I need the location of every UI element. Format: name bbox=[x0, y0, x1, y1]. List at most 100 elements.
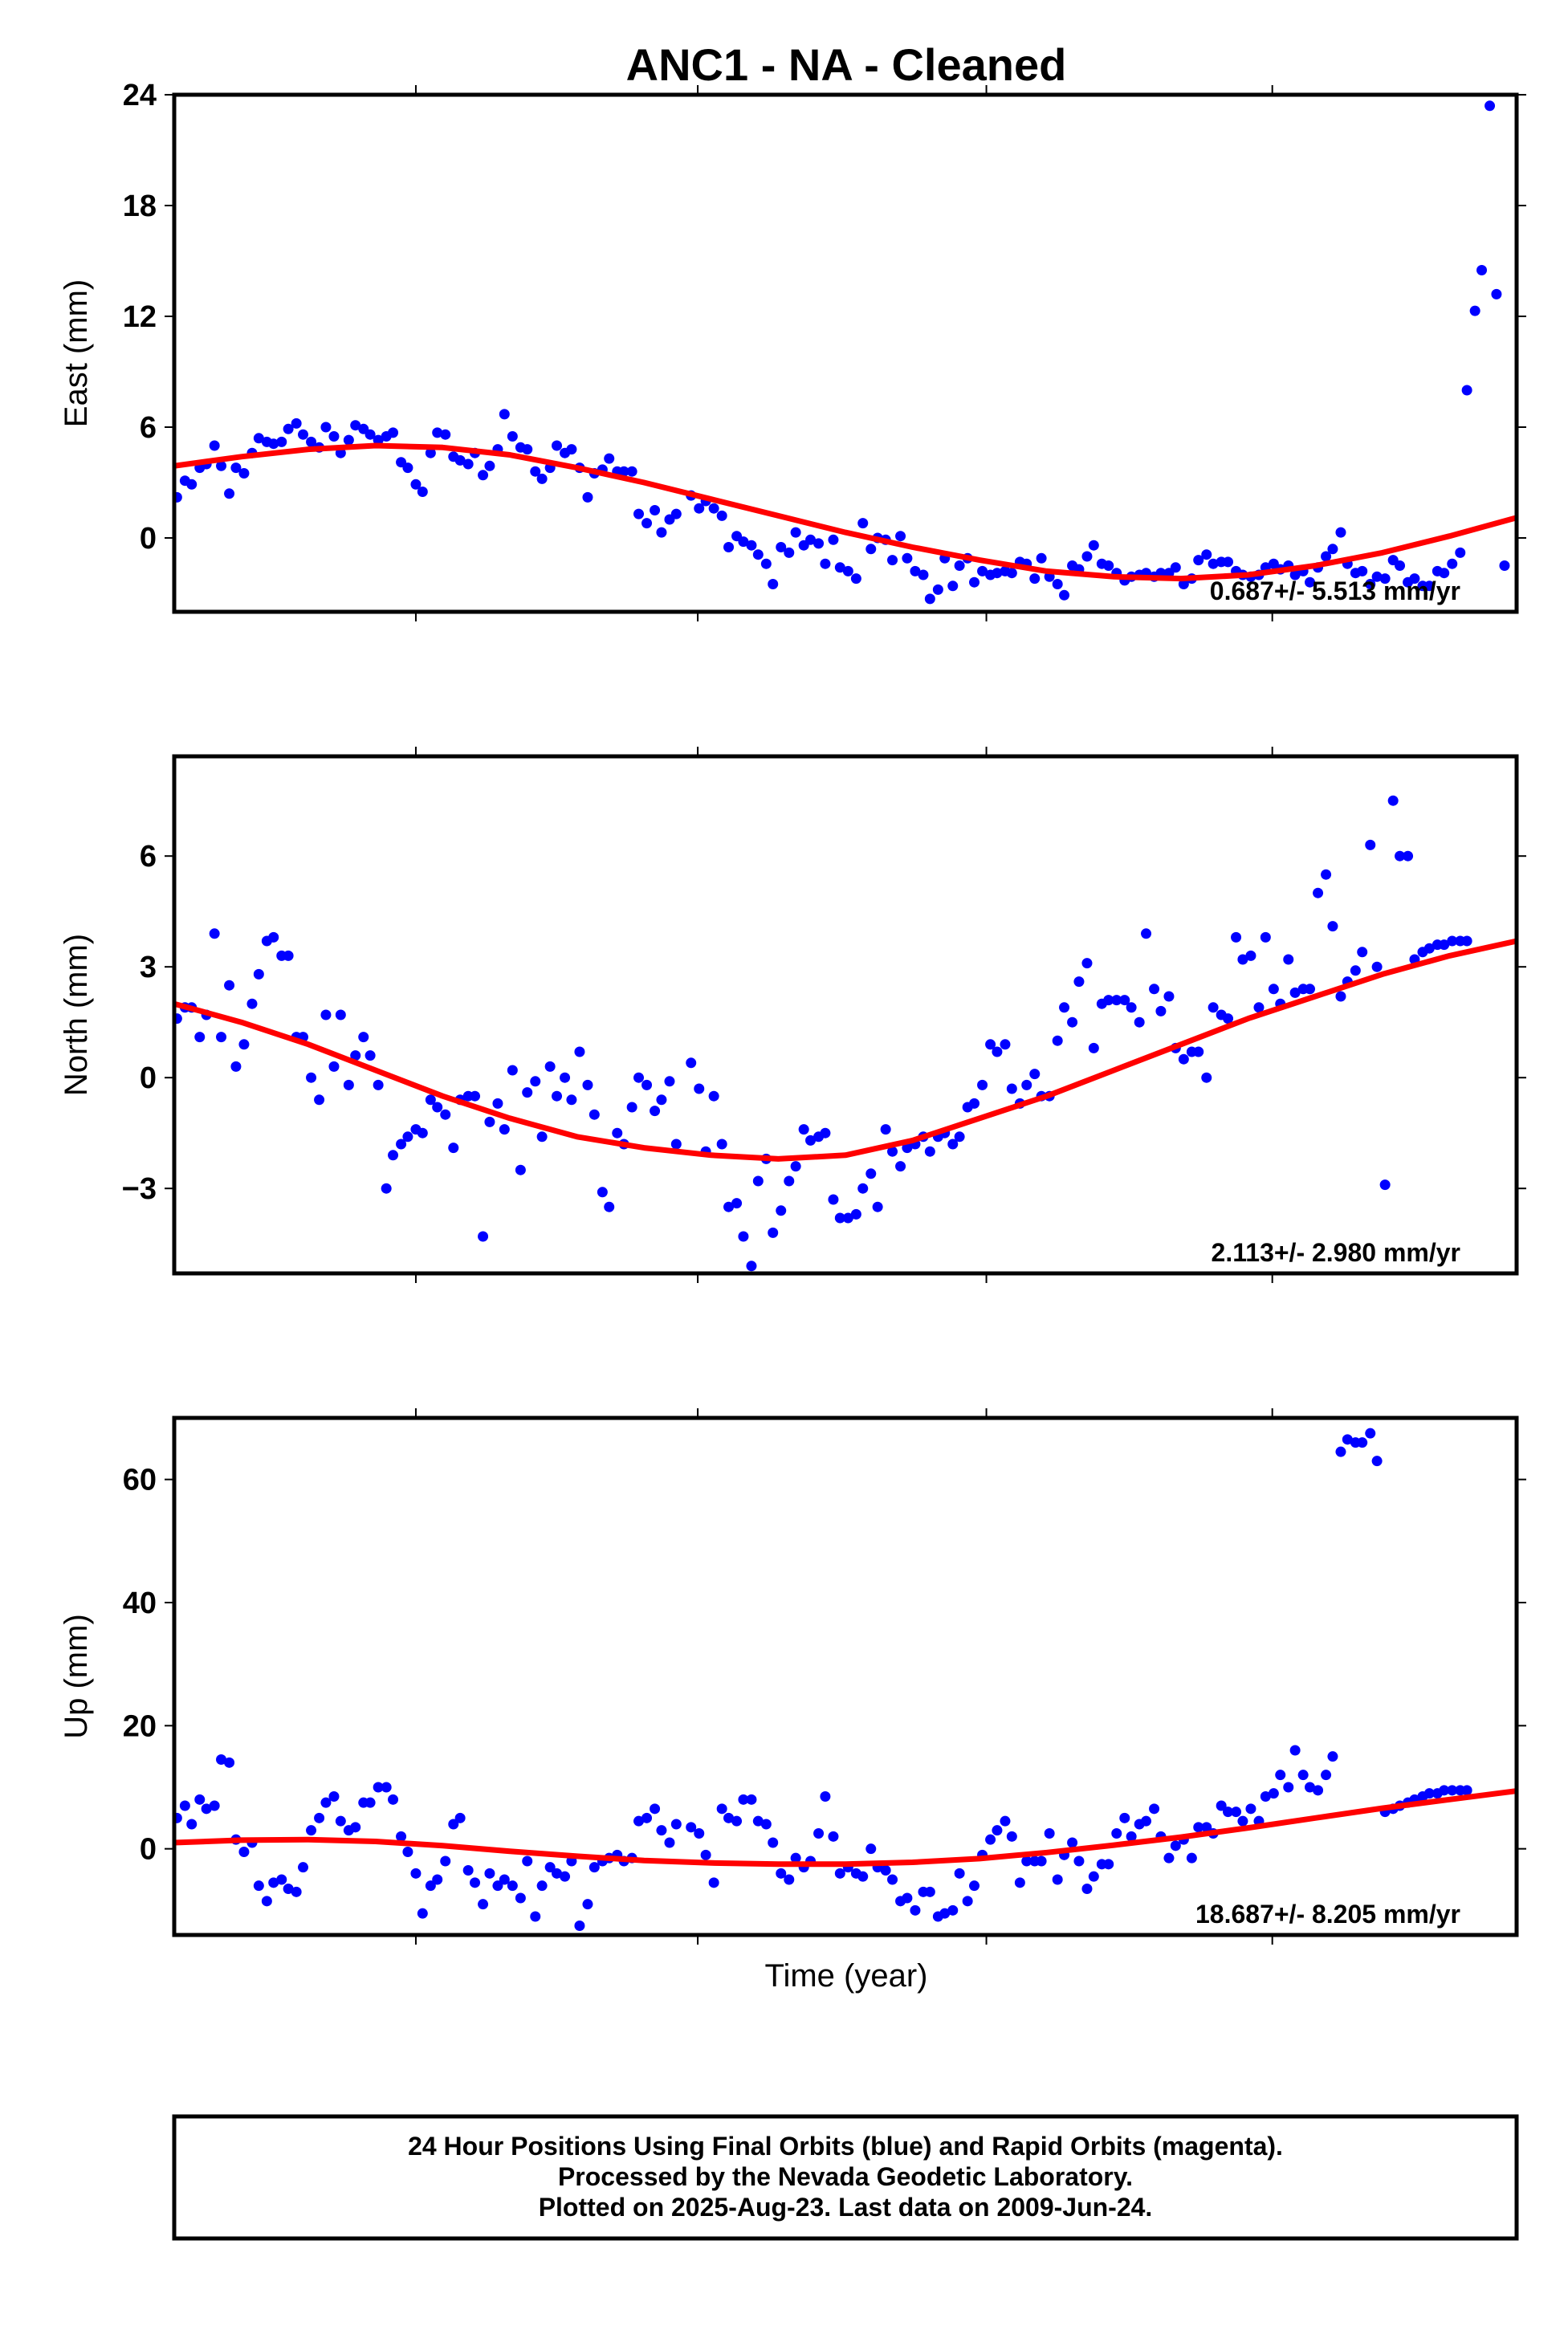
up-data-point bbox=[962, 1896, 973, 1907]
up-data-point bbox=[1327, 1751, 1338, 1762]
east-data-point bbox=[1447, 558, 1458, 569]
north-data-point bbox=[314, 1094, 325, 1106]
north-data-point bbox=[708, 1090, 719, 1102]
up-data-point bbox=[1216, 1800, 1227, 1811]
east-data-point bbox=[410, 479, 422, 490]
north-data-point bbox=[985, 1039, 996, 1050]
up-data-point bbox=[283, 1884, 294, 1894]
footer-line-3: Plotted on 2025-Aug-23. Last data on 200… bbox=[539, 2193, 1153, 2222]
north-data-point bbox=[335, 1009, 346, 1020]
north-data-point bbox=[470, 1090, 481, 1102]
up-data-point bbox=[484, 1868, 495, 1879]
north-data-point bbox=[1081, 958, 1093, 969]
east-data-point bbox=[633, 508, 645, 519]
up-data-point bbox=[1163, 1852, 1175, 1864]
east-data-point bbox=[1461, 385, 1472, 396]
up-data-point bbox=[261, 1896, 272, 1907]
north-data-point bbox=[560, 1072, 571, 1083]
up-data-point bbox=[544, 1862, 556, 1873]
up-data-point bbox=[276, 1874, 287, 1885]
east-data-point bbox=[402, 462, 413, 474]
up-panel: 0 20 40 60 Up (mm) 18.687+/- 8.205 mm/yr bbox=[59, 1408, 1526, 1945]
up-data-point bbox=[834, 1868, 845, 1879]
x-axis-label: Time (year) bbox=[765, 1958, 928, 1994]
up-data-point bbox=[723, 1812, 735, 1823]
up-data-point bbox=[1126, 1831, 1137, 1842]
up-data-point bbox=[350, 1822, 361, 1833]
up-data-point bbox=[1111, 1828, 1122, 1839]
up-data-point bbox=[752, 1815, 764, 1827]
east-data-point bbox=[1476, 265, 1488, 275]
up-data-point bbox=[268, 1877, 279, 1888]
up-data-point bbox=[1231, 1807, 1242, 1818]
up-data-point bbox=[813, 1828, 825, 1839]
up-data-point bbox=[589, 1862, 600, 1873]
east-data-point bbox=[320, 422, 332, 433]
up-data-point bbox=[700, 1849, 711, 1860]
up-data-point bbox=[746, 1794, 757, 1805]
up-data-point bbox=[910, 1904, 921, 1916]
east-data-point bbox=[1103, 560, 1114, 571]
north-data-point bbox=[1461, 935, 1472, 947]
east-data-point bbox=[784, 547, 795, 558]
north-data-point bbox=[268, 931, 279, 943]
up-data-point bbox=[1245, 1803, 1256, 1815]
up-data-point bbox=[1149, 1803, 1160, 1815]
north-data-point bbox=[320, 1009, 332, 1020]
east-data-point bbox=[820, 558, 831, 569]
north-data-point bbox=[924, 1146, 935, 1157]
up-data-point bbox=[790, 1852, 801, 1864]
east-data-point bbox=[224, 488, 235, 499]
up-data-point bbox=[1321, 1770, 1332, 1781]
up-data-point bbox=[1283, 1782, 1294, 1793]
east-data-point bbox=[499, 409, 510, 420]
up-data-point bbox=[574, 1921, 585, 1931]
north-data-point bbox=[1111, 995, 1122, 1006]
up-data-point bbox=[1201, 1822, 1212, 1833]
east-data-point bbox=[536, 473, 548, 484]
north-data-point bbox=[664, 1076, 675, 1087]
north-data-point bbox=[768, 1227, 779, 1238]
up-data-point bbox=[1313, 1785, 1324, 1796]
east-rate-label: 0.687+/- 5.513 mm/yr bbox=[1210, 576, 1460, 605]
north-data-point bbox=[1223, 1013, 1234, 1024]
up-data-point bbox=[738, 1794, 749, 1805]
up-data-point bbox=[209, 1800, 220, 1811]
north-data-point bbox=[992, 1046, 1003, 1057]
east-data-point bbox=[842, 565, 853, 576]
east-data-point bbox=[604, 453, 615, 464]
east-data-point bbox=[343, 434, 354, 446]
east-ytick-label: 6 bbox=[140, 411, 157, 445]
north-data-point bbox=[694, 1083, 705, 1094]
north-data-point bbox=[626, 1102, 637, 1113]
up-data-point bbox=[552, 1868, 563, 1879]
east-data-point bbox=[969, 576, 980, 588]
up-data-point bbox=[633, 1815, 645, 1827]
up-data-point bbox=[179, 1800, 190, 1811]
north-data-point bbox=[515, 1164, 526, 1175]
north-data-point bbox=[1126, 1002, 1137, 1013]
east-data-point bbox=[1499, 560, 1510, 571]
east-data-point bbox=[887, 555, 898, 566]
north-data-point bbox=[1321, 869, 1332, 880]
north-ytick-label: 0 bbox=[140, 1061, 157, 1095]
up-data-point bbox=[664, 1837, 675, 1848]
north-data-point bbox=[895, 1161, 906, 1172]
north-data-point bbox=[358, 1032, 369, 1043]
up-data-point bbox=[760, 1819, 772, 1830]
east-data-point bbox=[954, 560, 965, 571]
footer-frame bbox=[172, 2114, 1519, 2241]
north-data-point bbox=[1073, 976, 1085, 988]
north-data-point bbox=[522, 1087, 533, 1098]
north-data-point bbox=[731, 1198, 743, 1209]
up-data-point bbox=[992, 1825, 1003, 1836]
up-data-point bbox=[560, 1871, 571, 1882]
east-data-point bbox=[641, 518, 653, 529]
north-fit-curve bbox=[174, 938, 1517, 1162]
north-data-point bbox=[1423, 943, 1435, 954]
up-data-point bbox=[1439, 1785, 1450, 1796]
north-data-point bbox=[723, 1201, 735, 1212]
north-data-point bbox=[1029, 1069, 1041, 1080]
up-data-point bbox=[396, 1831, 407, 1842]
